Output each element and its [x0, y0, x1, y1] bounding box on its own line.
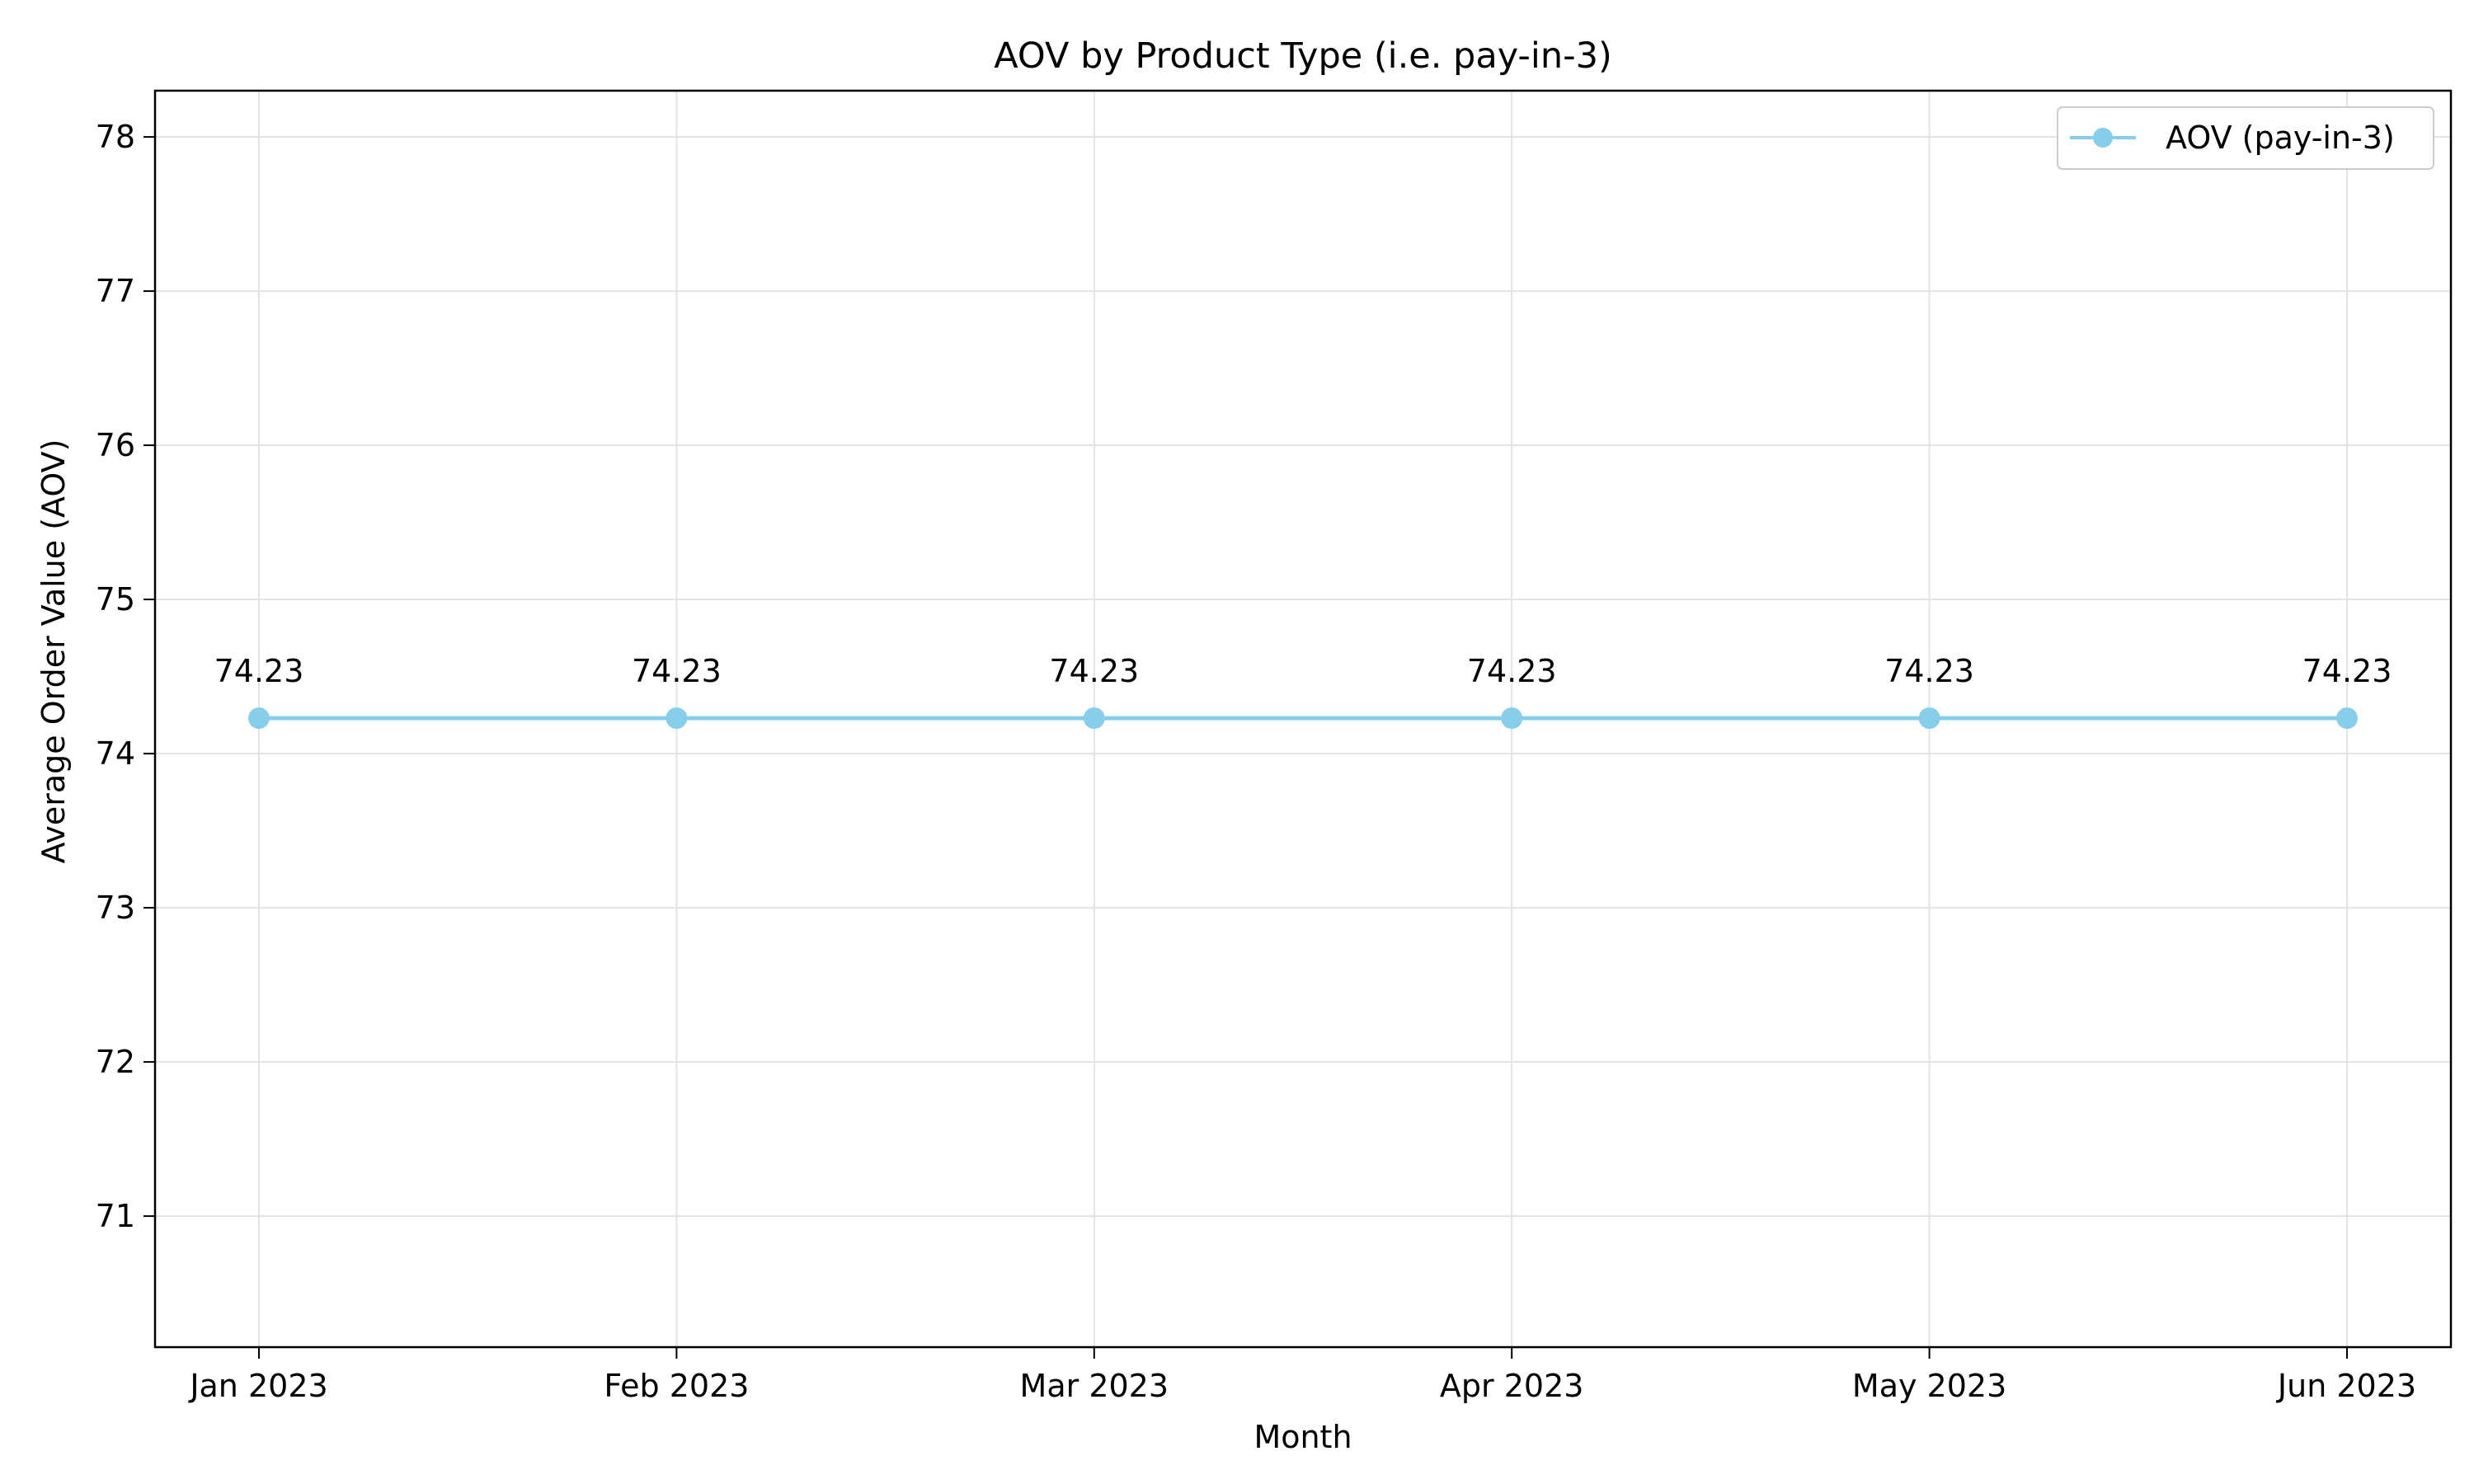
x-tick-label: Apr 2023 [1440, 1368, 1584, 1404]
series-markers [248, 707, 2358, 730]
axis-ticks: Jan 2023 Feb 2023 Mar 2023 Apr 2023 May 2023… [96, 119, 2416, 1404]
x-tick-label: Mar 2023 [1020, 1368, 1169, 1404]
data-labels: 74.23 74.23 74.23 74.23 74.23 74.23 [214, 653, 2392, 689]
x-tick-label: May 2023 [1852, 1368, 2006, 1404]
data-label: 74.23 [1049, 653, 1139, 689]
legend-box [2057, 106, 2434, 170]
y-tick-label: 73 [96, 890, 135, 926]
y-tick-label: 74 [96, 735, 135, 772]
y-axis-label: Average Order Value (AOV) [35, 439, 72, 864]
legend: AOV (pay-in-3) [2057, 106, 2434, 170]
data-point [2336, 707, 2358, 730]
x-tick-label: Feb 2023 [604, 1368, 749, 1404]
data-label: 74.23 [1884, 653, 1974, 689]
data-point [1083, 707, 1105, 730]
data-point [1918, 707, 1940, 730]
plot-frame [153, 89, 2453, 1349]
data-point [1501, 707, 1523, 730]
legend-marker-swatch [2093, 128, 2113, 148]
y-tick-label: 71 [96, 1198, 135, 1234]
x-axis-label: Month [1253, 1419, 1352, 1455]
data-label: 74.23 [2302, 653, 2392, 689]
chart-title: AOV by Product Type (i.e. pay-in-3) [994, 35, 1612, 77]
y-tick-label: 75 [96, 581, 135, 618]
data-label: 74.23 [632, 653, 722, 689]
data-label: 74.23 [214, 653, 304, 689]
y-tick-label: 72 [96, 1044, 135, 1080]
data-point [248, 707, 270, 730]
x-tick-label: Jan 2023 [188, 1368, 327, 1404]
x-tick-label: Jun 2023 [2276, 1368, 2416, 1404]
data-point [666, 707, 688, 730]
legend-entry-label: AOV (pay-in-3) [2166, 120, 2395, 156]
y-tick-label: 78 [96, 119, 135, 155]
y-tick-label: 77 [96, 273, 135, 309]
y-tick-label: 76 [96, 427, 135, 463]
data-label: 74.23 [1467, 653, 1557, 689]
